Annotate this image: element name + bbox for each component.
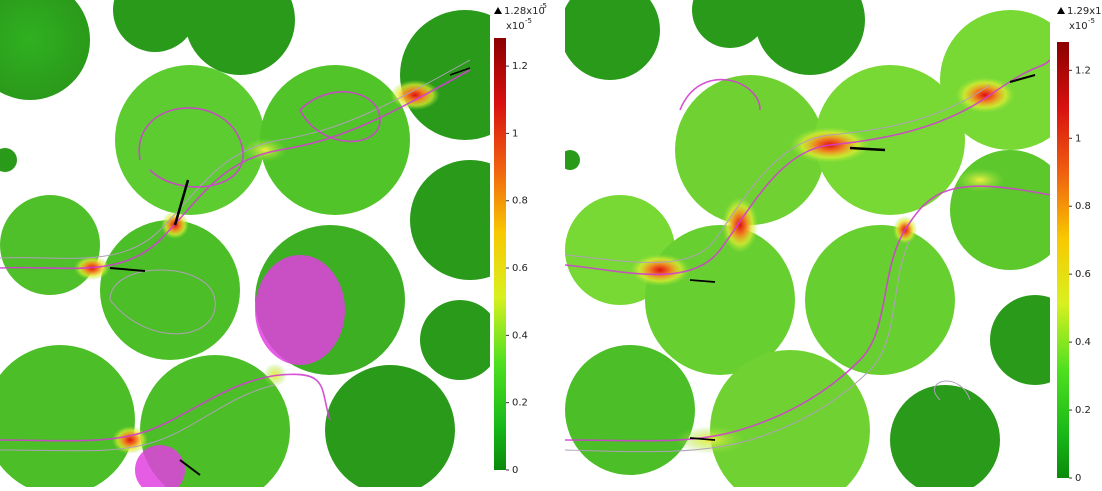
- colorbar-tick-label: 1.2: [512, 61, 528, 72]
- colorbars: 1.28x10-5x10-51.210.80.60.40.201.29x10-5…: [494, 2, 1102, 484]
- colorbar-tick-label: 0.4: [1075, 337, 1091, 348]
- right-field: [565, 0, 1050, 487]
- scale-exponent: -5: [525, 17, 532, 25]
- max-value: 1.29x10: [1067, 6, 1102, 17]
- colorbar-tick-label: 0.2: [1075, 405, 1091, 416]
- max-marker: [494, 7, 502, 14]
- colorbar-gradient: [494, 38, 506, 470]
- colorbar-tick-label: 0.8: [1075, 201, 1091, 212]
- scale-label: x10: [506, 21, 525, 32]
- colorbar-tick-label: 0: [512, 465, 518, 476]
- colorbar-tick-label: 0: [1075, 473, 1081, 484]
- scale-label: x10: [1069, 21, 1088, 32]
- colorbar-tick-label: 0.6: [1075, 269, 1091, 280]
- max-value: 1.28x10: [504, 6, 545, 17]
- colorbar-tick-label: 1: [1075, 133, 1081, 144]
- colorbar-tick-label: 0.6: [512, 263, 528, 274]
- max-exponent: -5: [540, 2, 547, 10]
- colorbar-tick-label: 1.2: [1075, 65, 1091, 76]
- scale-exponent: -5: [1088, 17, 1095, 25]
- colorbar-tick-label: 1: [512, 128, 518, 139]
- colorbar-gradient: [1057, 42, 1069, 478]
- colorbar-tick-label: 0.4: [512, 330, 528, 341]
- max-marker: [1057, 7, 1065, 14]
- colorbar-tick-label: 0.2: [512, 398, 528, 409]
- colorbar-tick-label: 0.8: [512, 196, 528, 207]
- left-field: [0, 0, 490, 487]
